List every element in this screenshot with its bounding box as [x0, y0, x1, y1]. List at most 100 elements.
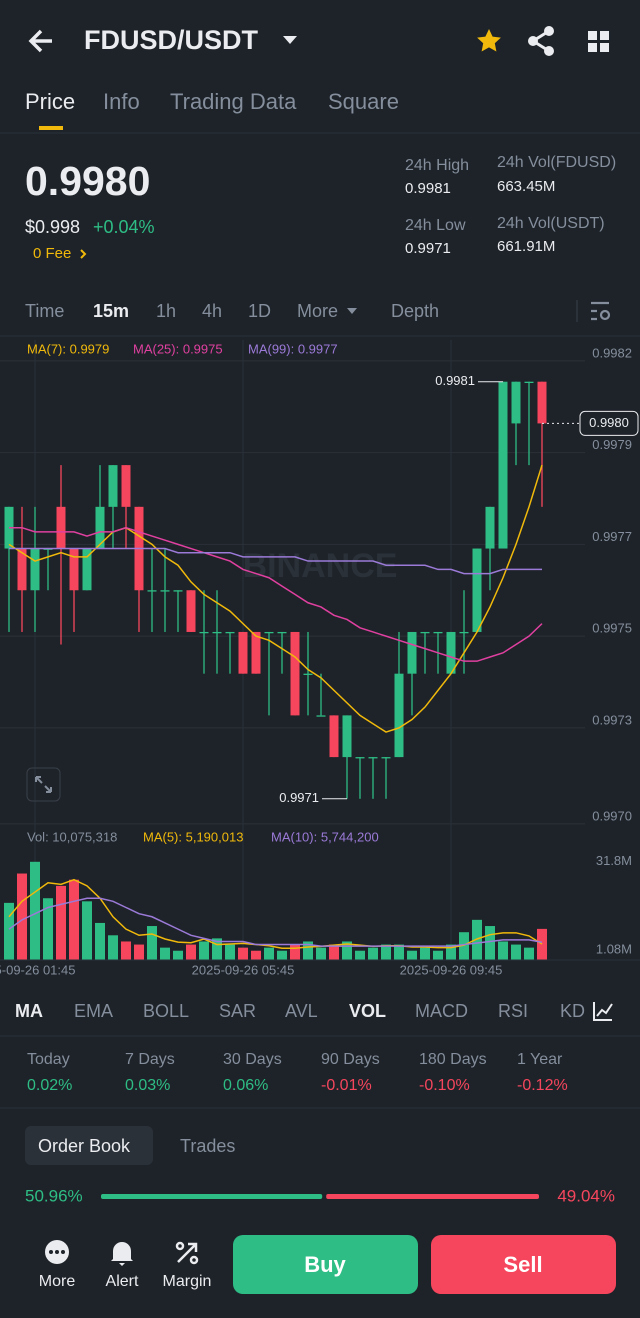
expand-button[interactable]	[26, 767, 61, 802]
more-icon[interactable]	[45, 1240, 69, 1264]
candle-body	[69, 548, 79, 591]
candle-body	[407, 631, 417, 674]
stat-value: 0.9981	[405, 180, 451, 197]
stat-label: 24h Vol(FDUSD)	[497, 154, 616, 171]
volume-bar	[160, 947, 170, 960]
buy-button[interactable]	[233, 1235, 418, 1294]
indicator-tab[interactable]: BOLL	[143, 1001, 189, 1021]
indicator-settings[interactable]	[593, 1002, 613, 1021]
sell-button[interactable]	[431, 1235, 616, 1294]
last-price-box	[579, 410, 639, 436]
candle-body	[225, 631, 235, 634]
stat-value: 661.91M	[497, 238, 555, 255]
volume-bar	[472, 919, 482, 960]
alert-icon[interactable]	[111, 1242, 133, 1266]
candle-body	[329, 715, 339, 758]
page-tab[interactable]: Trading Data	[170, 89, 297, 114]
bottom-item[interactable]: Alert	[106, 1273, 139, 1290]
indicator-tab[interactable]: EMA	[74, 1001, 113, 1021]
trades-tab[interactable]: Trades	[180, 1136, 235, 1156]
candle-body	[537, 381, 547, 424]
volume-bar	[17, 873, 27, 960]
expand-icon[interactable]	[35, 776, 52, 793]
interval-tab[interactable]: Depth	[391, 301, 439, 321]
volume-bar	[212, 938, 222, 960]
volume-bar	[173, 950, 183, 960]
back-button[interactable]	[28, 29, 52, 53]
annotation-label: 0.9981	[435, 373, 475, 388]
indicator-tab[interactable]: KD	[560, 1001, 585, 1021]
fee-chevron[interactable]	[80, 249, 87, 259]
legend-entry: MA(7): 0.9979	[27, 341, 109, 356]
candle-body	[17, 548, 27, 591]
sell-label[interactable]: Sell	[503, 1252, 542, 1277]
interval-tab[interactable]: 1h	[156, 301, 176, 321]
annotation-label: 0.9971	[279, 790, 319, 805]
period-label: 180 Days	[419, 1051, 487, 1068]
volume-bar	[511, 944, 521, 960]
chart-settings[interactable]	[591, 301, 611, 321]
volume-bar	[30, 861, 40, 960]
volume-bar	[381, 944, 391, 960]
candle-body	[498, 381, 508, 549]
y-tick-label: 0.9970	[592, 808, 632, 823]
legend-entry: MA(5): 5,190,013	[143, 829, 243, 844]
pair-title[interactable]: FDUSD/USDT	[84, 25, 259, 55]
candle-body	[108, 465, 118, 507]
volume-bar	[342, 941, 352, 960]
candle-body	[342, 715, 352, 758]
pair-dropdown[interactable]	[283, 36, 297, 44]
tab-background	[25, 1126, 153, 1165]
bid-bar	[101, 1194, 323, 1199]
volume-bar	[225, 944, 235, 960]
orderbook-tab[interactable]: Order Book	[38, 1136, 131, 1156]
y-tick-label: 31.8M	[596, 853, 632, 868]
interval-tab[interactable]: Time	[25, 301, 64, 321]
buy-label[interactable]: Buy	[304, 1252, 346, 1277]
volume-bar	[69, 879, 79, 960]
candle-body	[212, 631, 222, 634]
indicator-tab[interactable]: SAR	[219, 1001, 256, 1021]
indicator-tab[interactable]: AVL	[285, 1001, 318, 1021]
fee-link[interactable]: 0 Fee	[33, 245, 71, 262]
volume-bar	[290, 944, 300, 960]
volume-bar	[446, 944, 456, 960]
bottom-item[interactable]: Margin	[163, 1273, 212, 1290]
volume-bar	[459, 932, 469, 960]
last-price-label: 0.9980	[589, 415, 629, 430]
candle-body	[316, 715, 326, 717]
legend-entry: Vol: 10,075,318	[27, 829, 117, 844]
page-tab[interactable]: Info	[103, 89, 140, 114]
candle-body	[82, 548, 92, 591]
favorite-star[interactable]	[477, 29, 501, 52]
interval-tab[interactable]: 1D	[248, 301, 271, 321]
indicator-tab[interactable]: MACD	[415, 1001, 468, 1021]
indicator-tab[interactable]: MA	[15, 1001, 43, 1021]
volume-bar	[4, 902, 14, 960]
margin-icon[interactable]	[175, 1241, 199, 1265]
page-tab[interactable]: Price	[25, 89, 75, 114]
bottom-item[interactable]: More	[39, 1273, 76, 1290]
candle-body	[303, 673, 313, 675]
interval-tab[interactable]: 15m	[93, 301, 129, 321]
ma-line	[8, 464, 543, 733]
candle-body	[160, 590, 170, 592]
y-tick-label: 0.9973	[592, 712, 632, 727]
interval-tab[interactable]: 4h	[202, 301, 222, 321]
volume-bar	[368, 947, 378, 960]
volume-bar	[537, 928, 547, 960]
more-caret[interactable]	[347, 308, 357, 314]
volume-bar	[56, 885, 66, 960]
page-tab[interactable]: Square	[328, 89, 399, 114]
candle-body	[147, 590, 157, 592]
y-tick-label: 0.9977	[592, 529, 632, 544]
interval-tab[interactable]: More	[297, 301, 338, 321]
grid-menu[interactable]	[588, 31, 609, 52]
period-change: 0.06%	[223, 1077, 268, 1094]
candle-body	[173, 590, 183, 592]
indicator-tab[interactable]: RSI	[498, 1001, 528, 1021]
ask-bar	[326, 1194, 539, 1199]
indicator-tab[interactable]: VOL	[349, 1001, 386, 1021]
share-button[interactable]	[528, 26, 554, 56]
